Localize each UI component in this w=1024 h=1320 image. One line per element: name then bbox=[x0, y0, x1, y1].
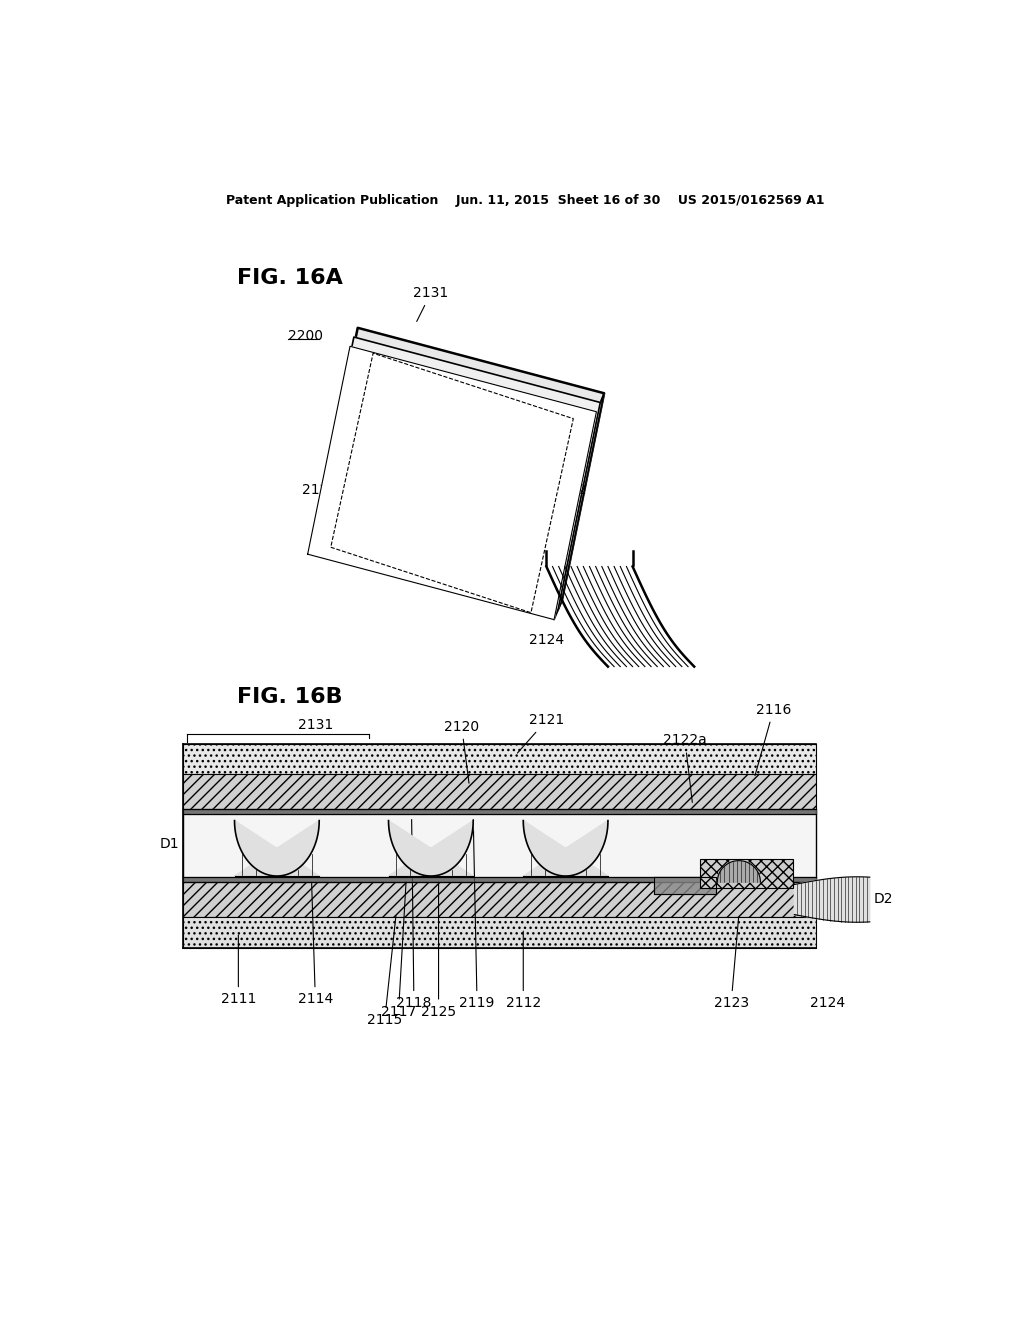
Text: 2116: 2116 bbox=[755, 702, 792, 776]
Text: 2200: 2200 bbox=[289, 329, 324, 342]
Text: D1: D1 bbox=[160, 837, 179, 850]
Bar bbox=[183, 809, 816, 882]
Polygon shape bbox=[183, 809, 816, 814]
Text: 2123: 2123 bbox=[714, 917, 749, 1010]
Polygon shape bbox=[234, 821, 319, 876]
Text: 2117: 2117 bbox=[381, 882, 416, 1019]
Text: 2121: 2121 bbox=[517, 714, 564, 754]
Bar bbox=[183, 882, 816, 917]
Bar bbox=[183, 775, 816, 809]
Text: 2114: 2114 bbox=[298, 882, 333, 1006]
Polygon shape bbox=[795, 876, 869, 923]
Text: Patent Application Publication    Jun. 11, 2015  Sheet 16 of 30    US 2015/01625: Patent Application Publication Jun. 11, … bbox=[225, 194, 824, 207]
Text: 2111: 2111 bbox=[221, 935, 256, 1006]
Text: FIG. 16A: FIG. 16A bbox=[237, 268, 343, 288]
Text: 2121: 2121 bbox=[302, 453, 352, 496]
Text: 2112: 2112 bbox=[506, 931, 541, 1010]
Polygon shape bbox=[315, 327, 604, 601]
Text: D2: D2 bbox=[873, 892, 893, 906]
Text: 2119: 2119 bbox=[460, 820, 495, 1010]
Text: 2120: 2120 bbox=[444, 719, 479, 783]
Text: 2131: 2131 bbox=[414, 286, 449, 322]
Polygon shape bbox=[388, 821, 473, 876]
Polygon shape bbox=[554, 393, 604, 619]
Text: 2124: 2124 bbox=[528, 632, 564, 647]
Text: 2125: 2125 bbox=[421, 882, 456, 1019]
Bar bbox=[700, 859, 793, 888]
Polygon shape bbox=[523, 821, 608, 876]
Text: 2111: 2111 bbox=[316, 535, 352, 549]
Bar bbox=[183, 917, 816, 948]
Polygon shape bbox=[717, 861, 761, 882]
Text: 2118: 2118 bbox=[396, 820, 431, 1010]
Text: FIG. 16B: FIG. 16B bbox=[237, 688, 342, 708]
Text: 2122a: 2122a bbox=[664, 734, 707, 803]
Text: 2115: 2115 bbox=[367, 916, 402, 1027]
Polygon shape bbox=[307, 346, 596, 619]
Text: 2131: 2131 bbox=[298, 718, 333, 733]
Text: D2: D2 bbox=[568, 483, 588, 496]
Polygon shape bbox=[311, 337, 600, 610]
Polygon shape bbox=[311, 536, 562, 610]
Text: 2124: 2124 bbox=[810, 997, 845, 1010]
Polygon shape bbox=[183, 876, 816, 882]
Bar bbox=[183, 743, 816, 775]
Polygon shape bbox=[654, 876, 716, 894]
Text: D1: D1 bbox=[473, 451, 493, 466]
